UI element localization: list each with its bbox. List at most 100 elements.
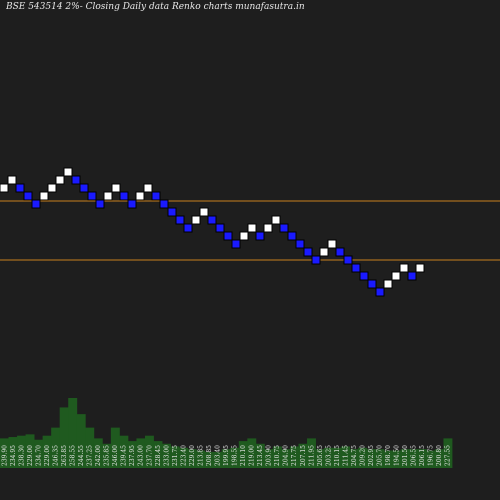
volume-bar (213, 451, 223, 468)
volume-bar (85, 427, 95, 468)
volume-bar (324, 447, 334, 468)
renko-brick-down (295, 239, 305, 249)
volume-label: 211.45 (342, 445, 349, 466)
renko-brick-up (247, 223, 257, 233)
renko-brick-down (407, 271, 417, 281)
volume-label: 203.40 (214, 445, 221, 466)
volume-label: 243.00 (138, 445, 145, 466)
volume-label: 263.85 (61, 445, 68, 466)
volume-label: 202.95 (368, 445, 375, 466)
renko-brick-down (343, 255, 353, 265)
volume-bar (426, 450, 436, 468)
renko-brick-down (375, 287, 385, 297)
volume-label: 229.00 (189, 445, 196, 466)
volume-label: 235.85 (104, 445, 111, 466)
renko-brick-up (263, 223, 273, 233)
renko-brick-down (151, 191, 161, 201)
renko-brick-down (311, 255, 321, 265)
volume-label: 231.75 (172, 445, 179, 466)
volume-bar (443, 438, 453, 468)
volume-bar (0, 438, 9, 468)
volume-label: 237.25 (87, 445, 94, 466)
volume-label: 229.00 (44, 445, 51, 466)
volume-label: 208.85 (206, 445, 213, 466)
volume-label: 246.35 (52, 445, 59, 466)
renko-brick-up (391, 271, 401, 281)
renko-brick-down (79, 183, 89, 193)
volume-label: 246.00 (112, 445, 119, 466)
volume-label: 227.55 (445, 445, 452, 466)
renko-brick-down (127, 199, 137, 209)
volume-label: 205.70 (377, 445, 384, 466)
volume-bar (136, 438, 146, 468)
volume-bar (187, 449, 197, 468)
volume-label: 210.75 (274, 445, 281, 466)
renko-brick-down (71, 175, 81, 185)
volume-bar (110, 427, 120, 468)
volume-bar (34, 439, 44, 468)
volume-label: 244.55 (78, 445, 85, 466)
renko-brick-down (119, 191, 129, 201)
renko-brick-down (175, 215, 185, 225)
volume-label: 237.95 (129, 445, 136, 466)
volume-bar (247, 438, 257, 468)
renko-brick-up (239, 231, 249, 241)
renko-brick-up (271, 215, 281, 225)
volume-label: 210.10 (240, 445, 247, 466)
volume-bar (102, 443, 112, 468)
volume-bar (289, 446, 299, 468)
volume-bar (307, 438, 316, 468)
renko-brick-down (359, 271, 369, 281)
renko-brick-up (383, 279, 393, 289)
volume-bar (392, 450, 402, 468)
chart-title: BSE 543514 2%- Closing Daily data Renko … (6, 2, 305, 12)
volume-bar (409, 449, 419, 468)
volume-bar (281, 449, 291, 468)
renko-brick-up (399, 263, 409, 273)
volume-bar (383, 450, 393, 468)
renko-brick-down (231, 239, 241, 249)
renko-brick-up (135, 191, 145, 201)
renko-brick-down (95, 199, 105, 209)
volume-label: 223.40 (180, 445, 187, 466)
renko-brick-up (0, 183, 9, 193)
renko-brick-up (143, 183, 153, 193)
volume-label: 229.00 (27, 445, 34, 466)
volume-bar (42, 435, 52, 468)
renko-brick-down (23, 191, 33, 201)
volume-label: 219.00 (249, 445, 256, 466)
volume-label: 239.90 (1, 445, 8, 466)
volume-bar (375, 449, 385, 468)
volume-bar (153, 441, 163, 468)
volume-bar (51, 427, 61, 468)
renko-brick-down (287, 231, 297, 241)
volume-bar (68, 398, 78, 468)
volume-label: 196.75 (428, 445, 435, 466)
volume-label: 207.15 (300, 445, 307, 466)
volume-bar (272, 446, 282, 468)
volume-bars (0, 398, 453, 468)
volume-label: 206.15 (419, 445, 426, 466)
renko-brick-down (167, 207, 177, 217)
renko-brick-up (103, 191, 113, 201)
renko-brick-up (7, 175, 17, 185)
volume-bar (349, 449, 359, 468)
renko-brick-down (87, 191, 97, 201)
volume-bar (8, 437, 18, 468)
volume-bar (127, 441, 137, 468)
volume-label: 242.00 (95, 445, 102, 466)
volume-label: 228.45 (155, 445, 162, 466)
volume-bar (93, 438, 103, 468)
volume-bar (25, 434, 35, 468)
renko-brick-up (319, 247, 329, 257)
volume-label: 206.55 (411, 445, 418, 466)
volume-label: 211.95 (308, 445, 315, 466)
volume-bar (366, 449, 376, 468)
volume-bar (170, 446, 180, 468)
volume-bar (298, 443, 308, 468)
volume-bar (264, 449, 274, 468)
volume-bar (144, 435, 154, 468)
volume-label: 234.70 (35, 445, 42, 466)
renko-brick-down (367, 279, 377, 289)
